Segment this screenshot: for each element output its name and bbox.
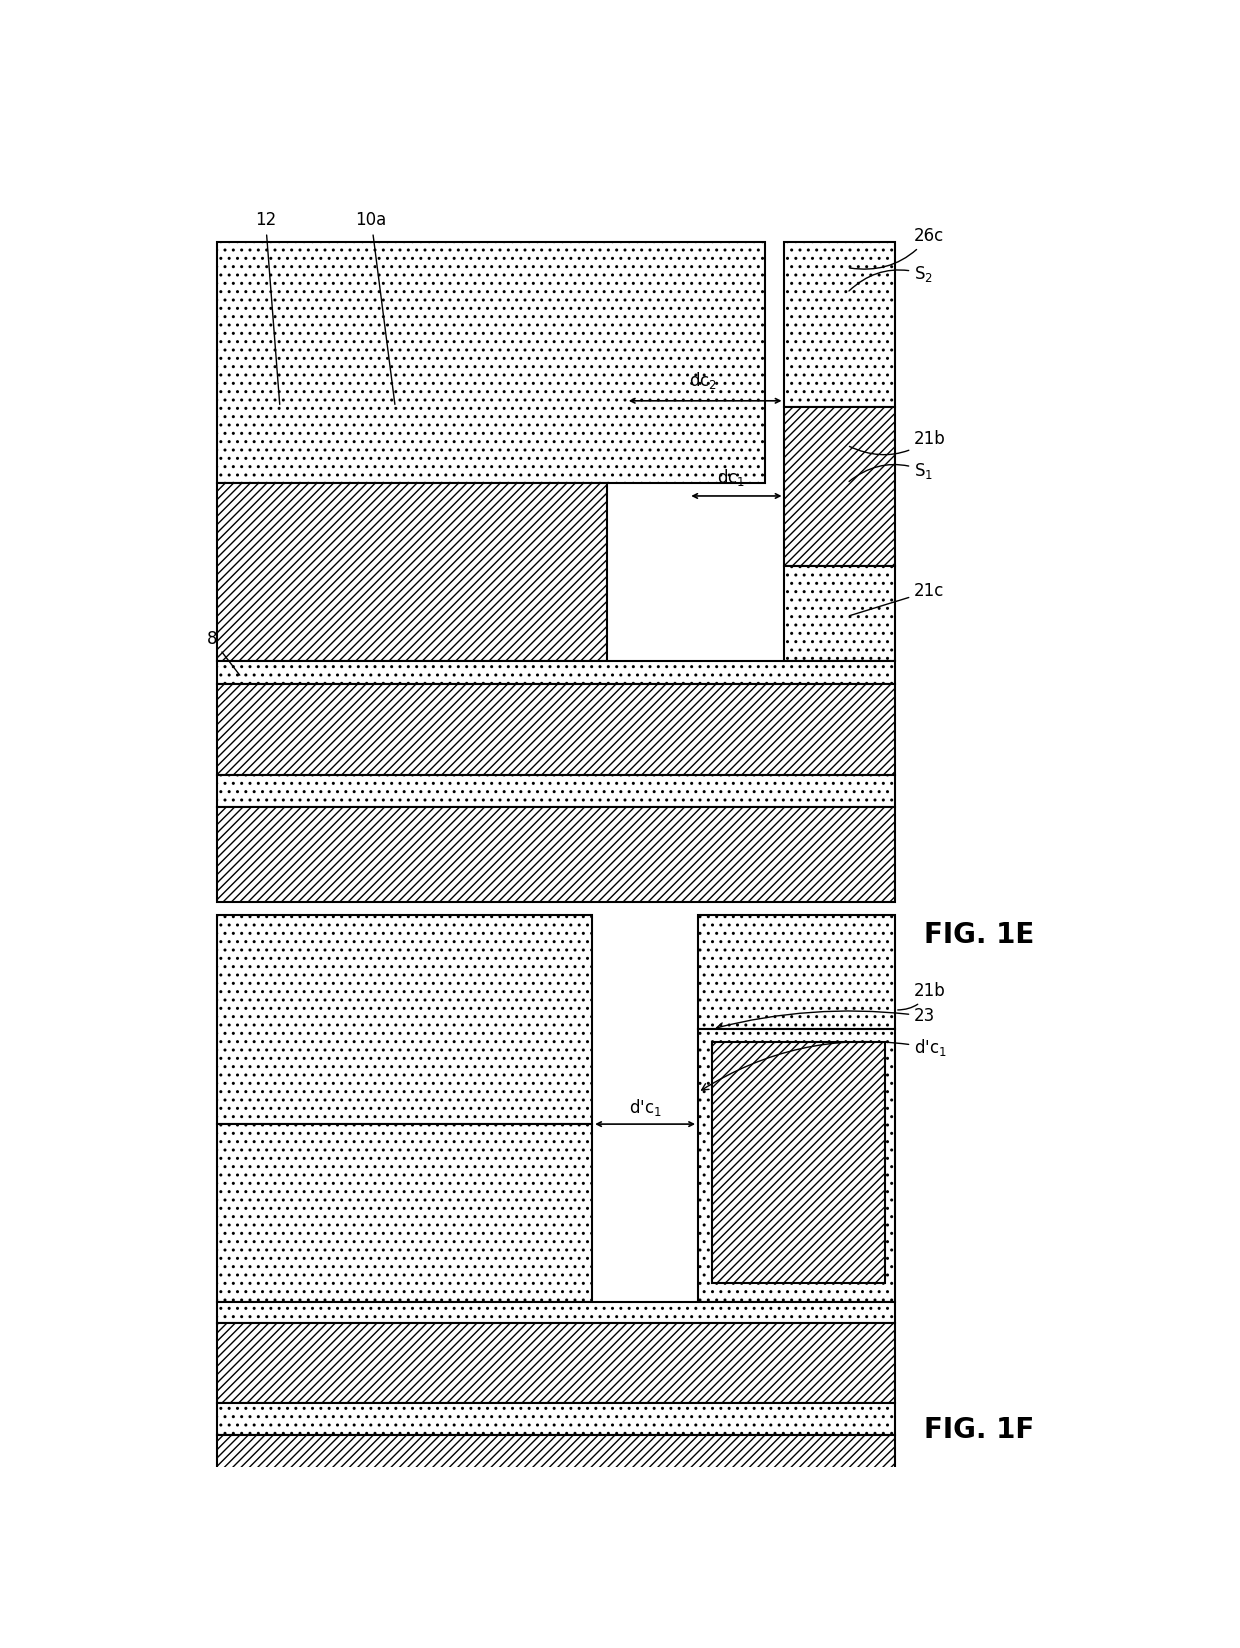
Bar — [217, 1124, 593, 1302]
Bar — [217, 684, 895, 775]
Bar — [785, 407, 895, 565]
Text: dc$_1$: dc$_1$ — [718, 468, 745, 488]
Bar — [255, 1131, 578, 1277]
Text: FIG. 1E: FIG. 1E — [924, 921, 1034, 949]
Bar — [217, 242, 765, 483]
Bar — [217, 483, 606, 661]
Bar — [785, 242, 895, 407]
Text: d'c$_1$: d'c$_1$ — [629, 1098, 661, 1117]
Bar — [217, 1323, 895, 1404]
Text: d'c$_1$: d'c$_1$ — [702, 1038, 947, 1089]
Text: 10a: 10a — [356, 211, 394, 404]
Text: 23: 23 — [717, 1007, 935, 1030]
Text: 21b: 21b — [898, 982, 946, 1010]
Bar — [698, 1028, 895, 1302]
Bar — [785, 565, 895, 661]
Text: 12: 12 — [255, 211, 280, 404]
Bar — [217, 1302, 895, 1323]
Bar — [217, 1435, 895, 1529]
Text: 8: 8 — [207, 630, 239, 676]
Text: dc$_2$: dc$_2$ — [688, 369, 717, 391]
Bar — [217, 808, 895, 901]
Bar — [217, 1404, 895, 1435]
Bar — [217, 661, 895, 684]
Text: S$_1$: S$_1$ — [849, 460, 934, 481]
Text: FIG. 1F: FIG. 1F — [924, 1416, 1034, 1444]
Text: 21b: 21b — [849, 430, 946, 455]
Text: 26c: 26c — [849, 227, 945, 269]
Bar — [217, 775, 895, 808]
Bar — [217, 915, 593, 1124]
Text: S$_2$: S$_2$ — [849, 264, 934, 292]
Bar — [712, 1042, 885, 1282]
Bar — [698, 915, 895, 1028]
Text: 21c: 21c — [849, 582, 945, 616]
